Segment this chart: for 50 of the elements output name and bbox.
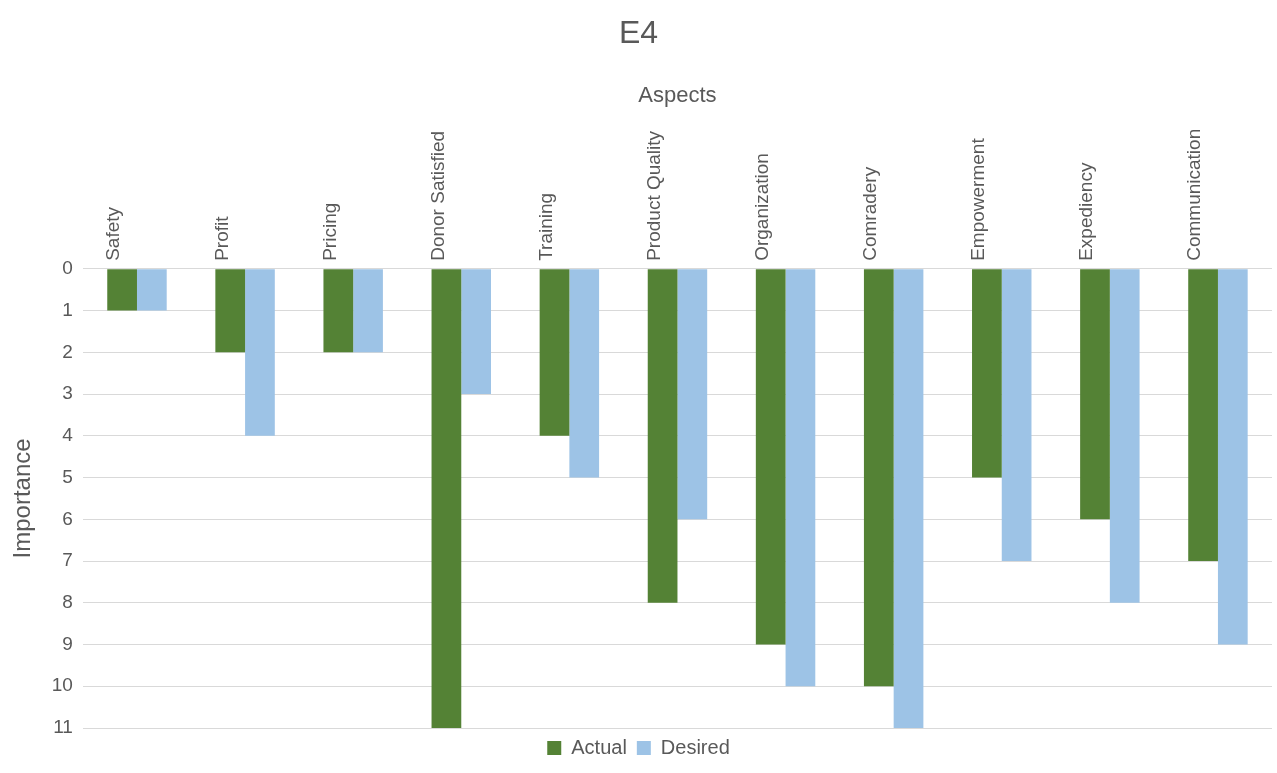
bar [245, 269, 275, 436]
bar [323, 269, 354, 353]
bar [1001, 269, 1032, 562]
x-tick-label: Expediency [1075, 162, 1097, 261]
bar [431, 269, 462, 728]
bar [755, 269, 786, 645]
bar [677, 269, 708, 520]
x-tick-label: Product Quality [642, 130, 664, 261]
bar [1080, 269, 1110, 520]
y-tick-label: 3 [62, 382, 73, 404]
bar [353, 269, 383, 353]
x-tick-label: Organization [751, 153, 772, 261]
bar [569, 269, 600, 478]
legend-label: Actual [571, 735, 627, 758]
x-tick-label: Safety [102, 206, 124, 261]
bar [785, 269, 816, 687]
x-tick-label: Training [534, 192, 556, 261]
y-tick-label: 6 [62, 507, 73, 529]
y-tick-label: 4 [62, 424, 74, 446]
bar [647, 269, 678, 603]
bar [539, 269, 570, 436]
bar [461, 269, 491, 395]
bar [972, 269, 1002, 478]
bar [893, 269, 924, 728]
legend-label: Desired [660, 735, 730, 758]
y-tick-label: 9 [62, 632, 73, 654]
bar [1188, 269, 1218, 562]
y-tick-label: 8 [62, 591, 73, 612]
chart-title: E4 [618, 14, 659, 51]
y-tick-label: 11 [53, 716, 73, 738]
bar [107, 269, 137, 311]
bar [863, 269, 894, 687]
y-tick-label: 1 [62, 298, 73, 320]
y-tick-label: 0 [62, 257, 73, 279]
x-tick-label: Donor Satisfied [426, 130, 448, 261]
y-axis-title: Importance [8, 438, 36, 559]
y-tick-label: 2 [62, 340, 73, 362]
x-tick-label: Empowerment [967, 137, 989, 261]
bar [1109, 269, 1140, 603]
x-tick-label: Profit [210, 215, 232, 261]
y-tick-label: 7 [62, 549, 73, 571]
y-tick-label: 5 [62, 465, 73, 487]
x-tick-label: Pricing [318, 202, 340, 261]
bar [1217, 269, 1248, 645]
y-tick-label: 10 [51, 674, 73, 696]
x-tick-label: Communication [1183, 128, 1205, 261]
x-tick-label: Comradery [859, 166, 881, 261]
bar [215, 269, 246, 353]
x-axis-title: Aspects [638, 81, 717, 107]
bar [136, 269, 167, 311]
